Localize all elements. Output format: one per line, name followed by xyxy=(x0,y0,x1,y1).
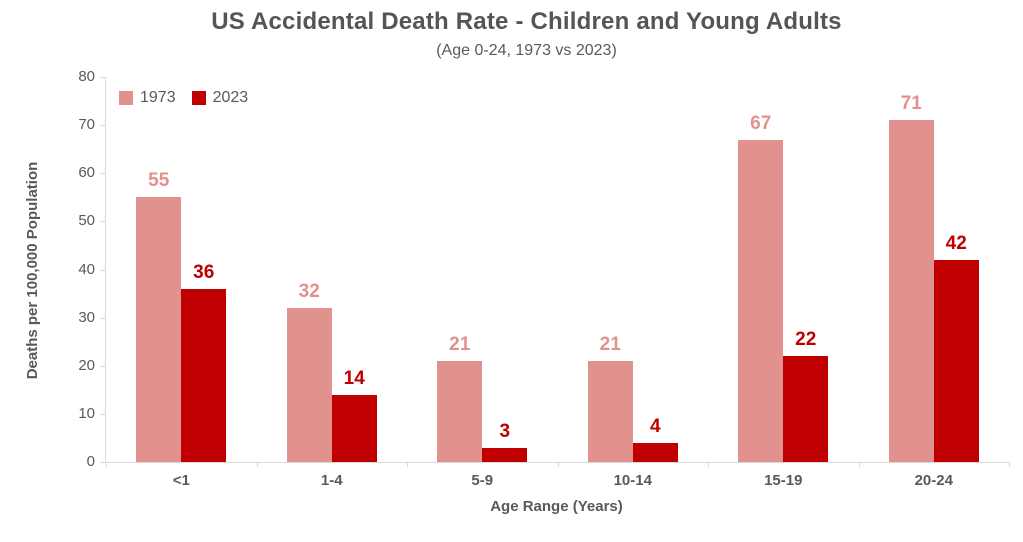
bar-1973-5-9 xyxy=(437,360,483,462)
bar-2023-15-19 xyxy=(783,356,829,462)
bar-wrap: 21 xyxy=(587,77,633,462)
x-tick-mark xyxy=(256,462,258,467)
bar-2023-20-24 xyxy=(933,259,979,462)
bar-value-label-2023-<1: 36 xyxy=(193,261,215,283)
y-tick-label: 40 xyxy=(78,260,95,278)
bar-pair: 21 4 xyxy=(587,77,678,462)
x-tick-mark xyxy=(858,462,860,467)
bar-2023-<1 xyxy=(181,288,227,462)
bar-wrap: 67 xyxy=(738,77,784,462)
y-tick-label: 10 xyxy=(78,404,95,422)
bar-pair: 32 14 xyxy=(286,77,377,462)
bar-wrap: 36 xyxy=(181,77,227,462)
y-tick-label: 20 xyxy=(78,356,95,374)
bar-1973-15-19 xyxy=(738,139,784,462)
category-label-15-19: 15-19 xyxy=(764,472,803,489)
bar-wrap: 71 xyxy=(888,77,934,462)
bar-group-20-24: 71 42 20-24 xyxy=(859,77,1010,489)
bar-2023-10-14 xyxy=(632,442,678,462)
bar-wrap: 22 xyxy=(783,77,829,462)
y-tick-label: 60 xyxy=(78,164,95,182)
bar-pair: 67 22 xyxy=(738,77,829,462)
x-tick-mark xyxy=(557,462,559,467)
x-tick-mark xyxy=(407,462,408,467)
bar-wrap: 42 xyxy=(933,77,979,462)
chart-subtitle: (Age 0-24, 1973 vs 2023) xyxy=(436,42,617,59)
y-tick-mark xyxy=(100,365,106,367)
category-label-5-9: 5-9 xyxy=(471,472,494,489)
bar-pair: 21 3 xyxy=(437,77,528,462)
y-tick-mark xyxy=(100,221,106,223)
y-tick-mark xyxy=(100,462,106,463)
category-label-1-4: 1-4 xyxy=(320,472,343,489)
x-tick-mark xyxy=(106,462,107,467)
y-tick-label: 80 xyxy=(78,68,95,85)
y-tick-mark xyxy=(100,173,106,175)
plot-area: 1973 2023 55 36 <1 32 14 1-4 21 3 5-9 21 4 10-14 67 22… xyxy=(100,77,1010,489)
bar-value-label-2023-10-14: 4 xyxy=(649,415,661,437)
y-tick-label: 70 xyxy=(78,116,95,134)
y-tick-label: 30 xyxy=(78,308,95,326)
legend-swatch-1973 xyxy=(119,91,133,105)
chart-title: US Accidental Death Rate - Children and … xyxy=(211,8,842,35)
legend-label-2023: 2023 xyxy=(212,89,249,106)
legend-swatch-2023 xyxy=(191,91,206,105)
legend-item-1973: 1973 xyxy=(119,89,176,107)
bar-group-5-9: 21 3 5-9 xyxy=(407,77,558,489)
bar-pair: 55 36 xyxy=(136,77,227,462)
bar-group-1-4: 32 14 1-4 xyxy=(257,77,408,489)
bar-wrap: 4 xyxy=(632,77,678,462)
bar-value-label-1973-5-9: 21 xyxy=(449,333,471,355)
legend-item-2023: 2023 xyxy=(191,89,249,107)
bar-value-label-1973-1-4: 32 xyxy=(298,281,320,302)
category-label-<1: <1 xyxy=(172,472,190,489)
x-tick-mark xyxy=(708,462,709,467)
bar-value-label-2023-1-4: 14 xyxy=(343,367,365,389)
y-tick-mark xyxy=(100,269,106,271)
bar-1973-20-24 xyxy=(888,120,934,462)
bar-2023-5-9 xyxy=(482,447,528,462)
bar-2023-1-4 xyxy=(331,394,377,462)
bar-value-label-1973-<1: 55 xyxy=(148,170,170,192)
bar-1973-<1 xyxy=(136,197,182,462)
x-tick-mark xyxy=(1009,462,1010,467)
y-tick-mark xyxy=(100,125,106,127)
bar-wrap: 55 xyxy=(136,77,182,462)
legend-label-1973: 1973 xyxy=(140,89,176,106)
y-tick-mark xyxy=(100,413,106,415)
bar-group-10-14: 21 4 10-14 xyxy=(558,77,709,489)
bar-1973-10-14 xyxy=(587,360,633,462)
y-tick-mark xyxy=(100,317,106,319)
bar-group-15-19: 67 22 15-19 xyxy=(708,77,859,489)
bar-group-<1: 55 36 <1 xyxy=(106,77,257,489)
y-tick-label: 0 xyxy=(86,453,95,470)
bar-1973-1-4 xyxy=(286,308,332,462)
y-tick-label: 50 xyxy=(78,212,95,230)
bar-value-label-1973-15-19: 67 xyxy=(750,112,772,134)
category-label-10-14: 10-14 xyxy=(613,472,652,489)
x-axis-title: Age Range (Years) xyxy=(490,498,623,515)
bar-wrap: 32 xyxy=(286,77,332,462)
bar-wrap: 3 xyxy=(482,77,528,462)
bar-value-label-1973-20-24: 71 xyxy=(900,93,922,115)
bar-wrap: 14 xyxy=(331,77,377,462)
bar-value-label-2023-20-24: 42 xyxy=(945,232,967,254)
y-tick-mark xyxy=(100,77,106,78)
bar-value-label-2023-15-19: 22 xyxy=(795,329,817,351)
bar-value-label-1973-10-14: 21 xyxy=(599,333,621,355)
bar-pair: 71 42 xyxy=(888,77,979,462)
bar-value-label-2023-5-9: 3 xyxy=(499,420,511,442)
bar-wrap: 21 xyxy=(437,77,483,462)
legend: 1973 2023 xyxy=(119,89,248,107)
category-label-20-24: 20-24 xyxy=(914,472,953,489)
